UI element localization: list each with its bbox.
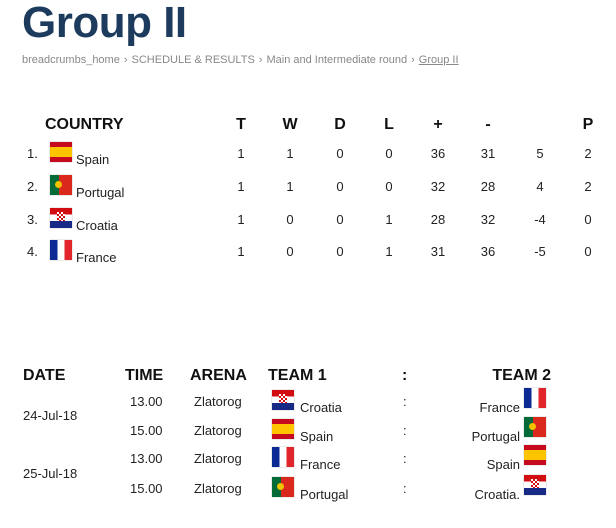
flag-pt-icon	[272, 477, 294, 497]
cell-T: 1	[237, 146, 245, 161]
cell-W: 1	[286, 146, 294, 161]
cell-plus: 28	[430, 212, 446, 227]
rank: 3.	[27, 212, 38, 227]
match-sep: :	[403, 394, 407, 409]
country-name: Croatia	[76, 218, 118, 233]
cell-L: 1	[385, 244, 393, 259]
cell-T: 1	[237, 212, 245, 227]
cell-P: 0	[584, 212, 592, 227]
breadcrumb-home[interactable]: breadcrumbs_home	[22, 54, 120, 66]
header-time: TIME	[125, 367, 164, 384]
cell-T: 1	[237, 244, 245, 259]
cell-P: 2	[584, 179, 592, 194]
cell-T: 1	[237, 179, 245, 194]
match-date: 24-Jul-18	[23, 408, 78, 423]
cell-plus: 32	[430, 179, 446, 194]
flag-fr-icon	[272, 447, 294, 467]
cell-minus: 36	[480, 244, 496, 259]
header-team1: TEAM 1	[268, 367, 327, 384]
match-time: 15.00	[130, 423, 163, 438]
cell-diff: -4	[534, 212, 546, 227]
chevron-right-icon: ›	[411, 54, 415, 66]
match-time: 13.00	[130, 451, 163, 466]
team1-name: Spain	[300, 429, 334, 444]
cell-D: 0	[336, 146, 344, 161]
cell-D: 0	[336, 179, 344, 194]
cell-W: 1	[286, 179, 294, 194]
header-country: COUNTRY	[45, 116, 124, 133]
country-name: France	[76, 250, 117, 265]
header-1: T	[236, 116, 246, 133]
flag-hr-icon	[524, 475, 546, 495]
header-date: DATE	[23, 367, 66, 384]
cell-minus: 32	[480, 212, 496, 227]
match-arena: Zlatorog	[194, 451, 242, 466]
country-name: Spain	[76, 152, 110, 167]
team2-name: Portugal	[471, 429, 520, 444]
flag-hr-icon	[50, 208, 72, 228]
cell-diff: -5	[534, 244, 546, 259]
team1-name: Portugal	[300, 487, 349, 502]
flag-fr-icon	[50, 240, 72, 260]
cell-L: 0	[385, 146, 393, 161]
cell-diff: 5	[536, 146, 544, 161]
chevron-right-icon: ›	[258, 54, 263, 66]
match-time: 13.00	[130, 394, 163, 409]
breadcrumb-schedule[interactable]: SCHEDULE & RESULTS	[131, 54, 255, 66]
team2-name: Croatia.	[474, 487, 520, 502]
team1-name: France	[300, 457, 341, 472]
flag-pt-icon	[524, 417, 546, 437]
flag-es-icon	[272, 419, 294, 439]
match-date: 25-Jul-18	[23, 466, 78, 481]
rank: 2.	[27, 179, 38, 194]
page-title: Group II	[22, 0, 187, 47]
flag-hr-icon	[272, 390, 294, 410]
header-team2: TEAM 2	[492, 367, 551, 384]
flag-pt-icon	[50, 175, 72, 195]
cell-minus: 28	[480, 179, 496, 194]
breadcrumb: breadcrumbs_home › SCHEDULE & RESULTS › Main…	[22, 54, 459, 66]
chevron-right-icon: ›	[123, 54, 128, 66]
cell-L: 0	[385, 179, 393, 194]
match-sep: :	[403, 423, 407, 438]
header-arena: ARENA	[190, 367, 247, 384]
flag-es-icon	[524, 445, 546, 465]
cell-W: 0	[286, 244, 294, 259]
header-4: L	[384, 116, 394, 133]
header-8: P	[582, 116, 594, 133]
match-arena: Zlatorog	[194, 394, 242, 409]
match-sep: :	[403, 451, 407, 466]
header-2: W	[282, 116, 298, 133]
cell-P: 0	[584, 244, 592, 259]
match-arena: Zlatorog	[194, 423, 242, 438]
flag-fr-icon	[524, 388, 546, 408]
flag-es-icon	[50, 142, 72, 162]
cell-diff: 4	[536, 179, 544, 194]
rank: 1.	[27, 146, 38, 161]
cell-plus: 31	[430, 244, 446, 259]
header-sep: :	[402, 367, 408, 384]
cell-L: 1	[385, 212, 393, 227]
cell-D: 0	[336, 244, 344, 259]
breadcrumb-round[interactable]: Main and Intermediate round	[266, 54, 408, 66]
team1-name: Croatia	[300, 400, 342, 415]
breadcrumb-current[interactable]: Group II	[418, 54, 459, 66]
cell-minus: 31	[480, 146, 496, 161]
country-name: Portugal	[76, 185, 125, 200]
match-arena: Zlatorog	[194, 481, 242, 496]
header-3: D	[334, 116, 346, 133]
cell-D: 0	[336, 212, 344, 227]
match-time: 15.00	[130, 481, 163, 496]
match-sep: :	[403, 481, 407, 496]
rank: 4.	[27, 244, 38, 259]
cell-plus: 36	[430, 146, 446, 161]
header-5: +	[433, 116, 443, 133]
team2-name: France	[479, 400, 520, 415]
header-6: -	[485, 116, 491, 133]
cell-W: 0	[286, 212, 294, 227]
cell-P: 2	[584, 146, 592, 161]
team2-name: Spain	[486, 457, 520, 472]
